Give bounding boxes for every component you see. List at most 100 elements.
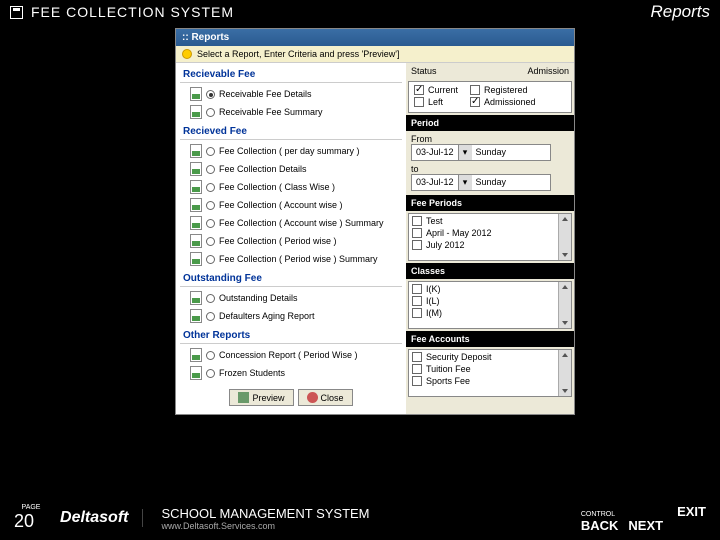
button-label: Preview [252, 393, 284, 403]
checkbox-row[interactable]: Sports Fee [412, 376, 568, 386]
report-label: Fee Collection ( per day summary ) [219, 146, 360, 156]
checkbox-row[interactable]: Tuition Fee [412, 364, 568, 374]
fee-periods-list[interactable]: Test April - May 2012 July 2012 [408, 213, 572, 261]
report-item[interactable]: Defaulters Aging Report [180, 307, 402, 325]
classes-list[interactable]: I(K) I(L) I(M) [408, 281, 572, 329]
checkbox-label: Test [426, 216, 443, 226]
checkbox[interactable] [412, 228, 422, 238]
radio-button[interactable] [206, 90, 215, 99]
checkbox-label: I(M) [426, 308, 442, 318]
checkbox-label: Tuition Fee [426, 364, 471, 374]
checkbox[interactable] [412, 308, 422, 318]
scrollbar[interactable] [558, 282, 571, 328]
report-item[interactable]: Fee Collection ( Class Wise ) [180, 178, 402, 196]
report-label: Fee Collection ( Period wise ) [219, 236, 337, 246]
radio-button[interactable] [206, 147, 215, 156]
checkbox[interactable] [412, 364, 422, 374]
checkbox[interactable] [470, 97, 480, 107]
checkbox[interactable] [412, 296, 422, 306]
report-item[interactable]: Fee Collection ( Period wise ) [180, 232, 402, 250]
scrollbar[interactable] [558, 350, 571, 396]
exit-button[interactable]: EXIT [677, 504, 706, 519]
next-button[interactable]: NEXT [628, 518, 663, 533]
checkbox-label: Left [428, 97, 443, 107]
report-label: Fee Collection ( Period wise ) Summary [219, 254, 378, 264]
checkbox-label: April - May 2012 [426, 228, 492, 238]
checkbox-row[interactable]: Admissioned [470, 97, 536, 107]
radio-button[interactable] [206, 351, 215, 360]
from-day: Sunday [472, 145, 511, 160]
back-button[interactable]: BACK [581, 518, 619, 533]
report-label: Frozen Students [219, 368, 285, 378]
radio-button[interactable] [206, 369, 215, 378]
checkbox-row[interactable]: Current [414, 85, 458, 95]
checkbox-row[interactable]: Security Deposit [412, 352, 568, 362]
radio-button[interactable] [206, 108, 215, 117]
checkbox-row[interactable]: Left [414, 97, 458, 107]
radio-button[interactable] [206, 255, 215, 264]
report-item[interactable]: Fee Collection ( Account wise ) [180, 196, 402, 214]
window-titlebar: :: Reports [176, 29, 574, 46]
checkbox[interactable] [470, 85, 480, 95]
checkbox[interactable] [414, 85, 424, 95]
checkbox-row[interactable]: Registered [470, 85, 536, 95]
report-item[interactable]: Receivable Fee Summary [180, 103, 402, 121]
checkbox-row[interactable]: I(K) [412, 284, 568, 294]
from-date-combo[interactable]: 03-Jul-12 ▾ Sunday [411, 144, 551, 161]
report-item[interactable]: Fee Collection Details [180, 160, 402, 178]
hint-bar: Select a Report, Enter Criteria and pres… [176, 46, 574, 63]
section-header: Recievable Fee [180, 67, 402, 83]
system-title: SCHOOL MANAGEMENT SYSTEM [161, 506, 369, 521]
checkbox-label: I(K) [426, 284, 441, 294]
period-block: Period From 03-Jul-12 ▾ Sunday to 03-Jul… [406, 115, 574, 194]
radio-button[interactable] [206, 294, 215, 303]
checkbox[interactable] [414, 97, 424, 107]
section-header: Recieved Fee [180, 124, 402, 140]
report-item[interactable]: Fee Collection ( Account wise ) Summary [180, 214, 402, 232]
radio-button[interactable] [206, 219, 215, 228]
preview-icon [238, 392, 249, 403]
to-date-combo[interactable]: 03-Jul-12 ▾ Sunday [411, 174, 551, 191]
checkbox[interactable] [412, 216, 422, 226]
report-item[interactable]: Outstanding Details [180, 289, 402, 307]
checkbox[interactable] [412, 284, 422, 294]
checkbox-label: Current [428, 85, 458, 95]
report-item[interactable]: Fee Collection ( per day summary ) [180, 142, 402, 160]
report-icon [190, 348, 202, 362]
checkbox[interactable] [412, 352, 422, 362]
checkbox-row[interactable]: April - May 2012 [412, 228, 568, 238]
scrollbar[interactable] [558, 214, 571, 260]
checkbox-row[interactable]: I(M) [412, 308, 568, 318]
checkbox-row[interactable]: July 2012 [412, 240, 568, 250]
section-title: Reports [650, 2, 710, 22]
report-item[interactable]: Receivable Fee Details [180, 85, 402, 103]
radio-button[interactable] [206, 201, 215, 210]
checkbox-row[interactable]: I(L) [412, 296, 568, 306]
page-number: 20 [14, 511, 34, 532]
radio-button[interactable] [206, 165, 215, 174]
checkbox-label: Registered [484, 85, 528, 95]
top-bar: FEE COLLECTION SYSTEM Reports [0, 0, 720, 24]
dropdown-icon[interactable]: ▾ [458, 175, 472, 190]
close-button[interactable]: Close [298, 389, 353, 406]
bulb-icon [182, 49, 192, 59]
accounts-list[interactable]: Security Deposit Tuition Fee Sports Fee [408, 349, 572, 397]
hint-text: Select a Report, Enter Criteria and pres… [197, 49, 400, 59]
checkbox-label: Security Deposit [426, 352, 492, 362]
checkbox[interactable] [412, 376, 422, 386]
status-block: Status Admission CurrentLeft RegisteredA… [406, 63, 574, 113]
radio-button[interactable] [206, 183, 215, 192]
checkbox[interactable] [412, 240, 422, 250]
report-item[interactable]: Fee Collection ( Period wise ) Summary [180, 250, 402, 268]
radio-button[interactable] [206, 312, 215, 321]
report-item[interactable]: Concession Report ( Period Wise ) [180, 346, 402, 364]
checkbox-row[interactable]: Test [412, 216, 568, 226]
report-icon [190, 216, 202, 230]
period-header: Period [406, 115, 574, 131]
report-item[interactable]: Frozen Students [180, 364, 402, 382]
checkbox-label: Admissioned [484, 97, 536, 107]
radio-button[interactable] [206, 237, 215, 246]
preview-button[interactable]: Preview [229, 389, 293, 406]
classes-block: Classes I(K)I(L)I(M) [406, 263, 574, 329]
dropdown-icon[interactable]: ▾ [458, 145, 472, 160]
